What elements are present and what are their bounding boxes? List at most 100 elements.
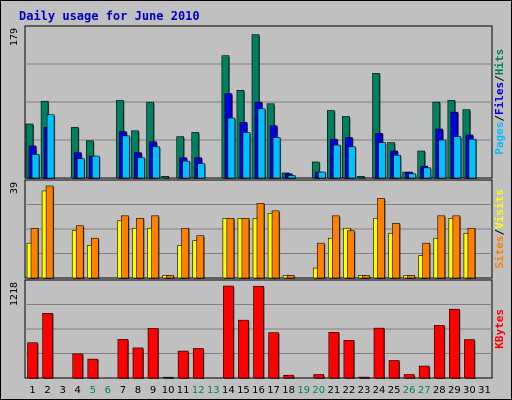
bar-pages-day-5 [91, 155, 101, 179]
bar-kbytes-day-24 [373, 327, 386, 379]
bar-kbytes-day-4 [72, 353, 84, 379]
bar-pages-day-24 [378, 142, 387, 179]
bar-sites-day-26 [407, 275, 416, 279]
bar-pages-day-7 [122, 135, 131, 179]
bar-fill [357, 176, 365, 179]
bar-sites-day-23 [362, 275, 371, 279]
bar-fill [31, 154, 40, 179]
x-tick-label-day-1: 1 [29, 385, 35, 396]
legend-separator: / [493, 75, 506, 82]
bar-fill [161, 176, 169, 179]
bar-kbytes-day-21 [328, 331, 340, 379]
x-tick-label-day-25: 25 [388, 385, 401, 396]
bar-fill [132, 347, 144, 379]
bar-fill [286, 275, 295, 279]
bar-fill [287, 175, 296, 179]
bar-fill [242, 132, 251, 179]
bar-fill [393, 154, 401, 179]
bar-pages-day-18 [287, 175, 297, 179]
bar-fill [117, 339, 129, 379]
x-tick-label-day-28: 28 [433, 385, 446, 396]
legend-kbytes: KBytes [493, 309, 506, 349]
bar-fill [317, 171, 326, 179]
bar-pages-day-28 [438, 139, 447, 179]
bar-fill [403, 374, 415, 379]
bar-sites-day-4 [75, 225, 85, 279]
bar-fill [449, 308, 460, 379]
bar-kbytes-day-25 [388, 360, 401, 379]
bar-sites-day-9 [151, 215, 160, 279]
bar-sites-day-20 [316, 242, 326, 279]
bar-fill [223, 285, 234, 379]
bar-pages-day-12 [197, 163, 206, 179]
x-tick-label-day-10: 10 [162, 385, 175, 396]
bar-pages-day-15 [242, 132, 251, 179]
bar-pages-day-14 [227, 117, 236, 179]
bar-fill [316, 242, 325, 279]
x-tick-label-day-30: 30 [463, 385, 476, 396]
bar-fill [177, 350, 189, 379]
bar-fill [182, 160, 190, 179]
x-tick-label-day-20: 20 [312, 385, 325, 396]
bar-fill [423, 167, 432, 179]
bar-fill [90, 237, 99, 279]
bar-fill [137, 157, 145, 179]
bar-pages-day-21 [333, 144, 342, 179]
bar-fill [333, 144, 341, 179]
x-tick-label-day-9: 9 [150, 385, 156, 396]
bar-fill [152, 146, 160, 179]
bar-fill [468, 138, 477, 179]
x-tick-label-day-23: 23 [358, 385, 371, 396]
x-tick-label-day-7: 7 [120, 385, 126, 396]
bar-kbytes-day-27 [418, 365, 431, 379]
chart-panels: 179 Pages/Files/Hits 39Sites/Visits1218KBy… [9, 25, 506, 379]
bar-fill [253, 285, 264, 379]
bar-fill [241, 218, 250, 279]
bar-sites-day-17 [271, 210, 281, 279]
bar-pages-day-4 [76, 158, 86, 179]
x-tick-label-day-6: 6 [105, 385, 111, 396]
bar-pages-day-22 [348, 146, 357, 179]
bar-fill [408, 173, 416, 179]
bar-fill [377, 198, 385, 279]
bar-fill [268, 332, 279, 379]
bar-sites-day-30 [467, 227, 476, 279]
x-tick-label-day-13: 13 [207, 385, 220, 396]
bar-fill [30, 227, 39, 279]
bar-sites-day-29 [452, 215, 461, 279]
panel-middle: 39 Sites/Visits [9, 179, 506, 279]
bar-fill [407, 275, 415, 279]
bar-fill [256, 203, 265, 279]
x-tick-label-day-24: 24 [373, 385, 386, 396]
bar-hits-day-23 [357, 176, 366, 179]
bar-sites-day-2 [45, 185, 55, 279]
legend-hits: Hits [493, 49, 506, 76]
bar-fill [347, 230, 355, 279]
bar-fill [418, 365, 430, 379]
x-tick-label-day-17: 17 [267, 385, 280, 396]
x-tick-label-day-8: 8 [135, 385, 141, 396]
bar-kbytes-day-17 [268, 332, 280, 379]
bar-kbytes-day-1 [27, 342, 39, 379]
bar-fill [343, 340, 355, 379]
panel-bottom: 1218 KBytes [9, 279, 506, 379]
bar-fill [422, 242, 431, 279]
panel-top-max-label: 179 [9, 28, 20, 46]
bar-fill [332, 215, 340, 279]
bar-hits-day-10 [161, 176, 170, 179]
bar-fill [91, 155, 100, 179]
bar-kbytes-day-26 [403, 374, 416, 379]
x-tick-label-day-27: 27 [418, 385, 431, 396]
bar-fill [438, 139, 447, 179]
bar-sites-day-11 [181, 227, 190, 279]
legend-separator: / [493, 228, 506, 235]
bar-fill [283, 374, 294, 379]
panel-top-legend: Pages/Files/Hits [493, 49, 506, 155]
legend-sites: Sites [493, 235, 506, 268]
bar-kbytes-day-18 [283, 374, 295, 379]
bar-fill [46, 114, 55, 179]
bar-fill [388, 360, 400, 379]
bar-fill [226, 218, 235, 279]
bar-fill [75, 225, 84, 279]
bar-fill [348, 146, 356, 179]
